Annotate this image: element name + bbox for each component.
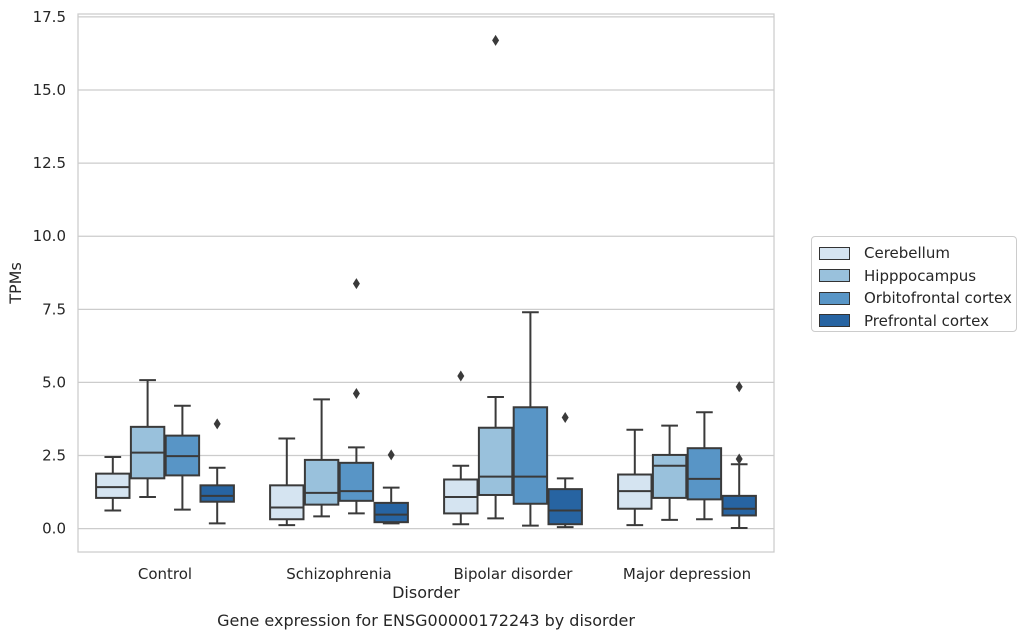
y-tick-label: 7.5	[42, 300, 66, 318]
legend-swatch	[819, 314, 850, 328]
x-axis-title: Disorder	[392, 583, 460, 602]
legend-swatch	[819, 246, 850, 260]
box-iqr	[303, 458, 340, 506]
y-tick-label: 2.5	[42, 447, 66, 465]
outlier-point	[561, 412, 569, 423]
y-tick-label: 15.0	[33, 81, 66, 99]
x-tick-label: Major depression	[623, 565, 751, 583]
box-iqr	[547, 488, 583, 526]
outlier-point	[492, 34, 500, 46]
box-iqr	[199, 484, 235, 503]
y-axis-title: TPMs	[6, 262, 25, 305]
box-hipppocampus	[129, 379, 166, 499]
box-cerebellum	[95, 455, 131, 512]
y-tick-label: 10.0	[33, 227, 66, 245]
box-iqr	[95, 472, 131, 499]
outlier-point	[352, 278, 360, 290]
legend-item: Hipppocampus	[818, 265, 1010, 288]
box-hipppocampus	[303, 398, 340, 518]
box-orbitofrontal-cortex	[164, 404, 201, 511]
box-cerebellum	[443, 370, 479, 526]
legend-swatch	[819, 291, 850, 305]
x-tick-label: Control	[138, 565, 192, 583]
legend-item: Orbitofrontal cortex	[818, 287, 1012, 310]
chart-title: Gene expression for ENSG00000172243 by d…	[217, 611, 635, 630]
y-tick-label: 5.0	[42, 373, 66, 391]
x-tick-label: Bipolar disorder	[454, 565, 574, 583]
box-iqr	[477, 426, 514, 496]
box-orbitofrontal-cortex	[512, 311, 549, 527]
x-tick-labels: Control Schizophrenia Bipolar disorder Majo…	[138, 565, 751, 583]
box-hipppocampus	[651, 424, 688, 521]
legend-item: Prefrontal cortex	[818, 310, 1010, 333]
legend-label: Hipppocampus	[864, 266, 977, 285]
box-iqr	[338, 461, 375, 502]
legend-swatch	[819, 269, 850, 283]
box-hipppocampus	[477, 34, 514, 520]
outlier-point	[457, 370, 465, 382]
y-tick-label: 17.5	[33, 8, 66, 26]
box-iqr	[512, 406, 549, 505]
box-iqr	[651, 453, 688, 499]
x-tick-label: Schizophrenia	[286, 565, 391, 583]
box-iqr	[373, 501, 409, 524]
box-prefrontal-cortex	[721, 381, 757, 530]
box-iqr	[686, 447, 723, 501]
plot-area-frame	[77, 13, 775, 553]
boxes	[95, 34, 757, 530]
outlier-point	[735, 453, 743, 465]
box-cerebellum	[269, 437, 305, 527]
box-prefrontal-cortex	[373, 449, 409, 525]
legend-label: Cerebellum	[864, 244, 950, 263]
y-tick-label: 12.5	[33, 154, 66, 172]
box-prefrontal-cortex	[199, 418, 235, 525]
y-tick-label: 0.0	[42, 520, 66, 538]
legend-item: Cerebellum	[818, 242, 1010, 265]
outlier-point	[352, 388, 360, 400]
outlier-point	[213, 418, 221, 430]
y-tick-labels: 0.0 2.5 5.0 7.5 10.0 12.5 15.0 17.5	[33, 8, 66, 538]
legend: Cerebellum Hipppocampus Orbitofrontal cort…	[811, 236, 1017, 332]
box-prefrontal-cortex	[547, 412, 583, 529]
outlier-point	[735, 381, 743, 393]
box-cerebellum	[617, 428, 653, 527]
box-iqr	[721, 494, 757, 517]
box-iqr	[269, 484, 305, 521]
box-orbitofrontal-cortex	[686, 411, 723, 521]
outlier-point	[387, 449, 395, 461]
legend-label: Orbitofrontal cortex	[864, 289, 1012, 308]
legend-label: Prefrontal cortex	[864, 311, 989, 330]
box-orbitofrontal-cortex	[338, 278, 375, 515]
